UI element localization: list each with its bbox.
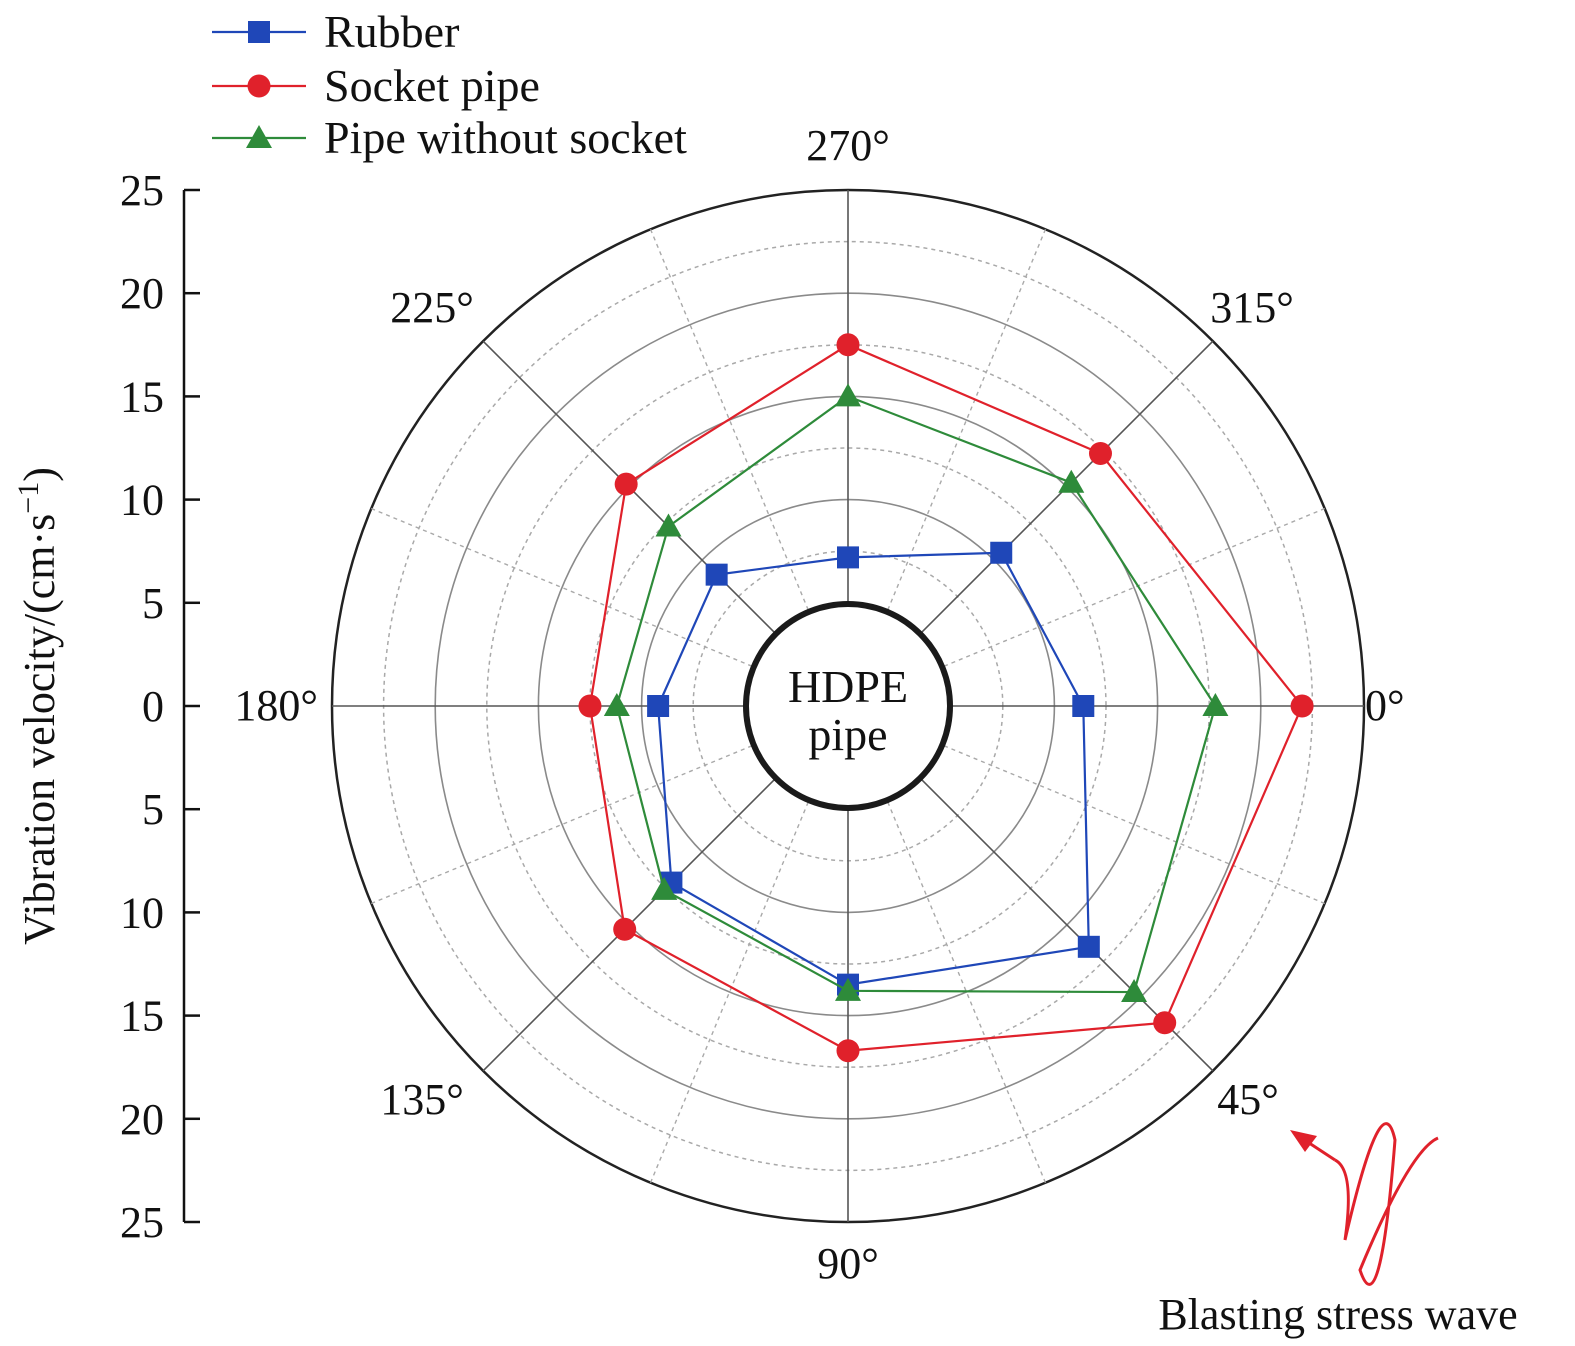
- wave-arrow-head: [1290, 1130, 1317, 1152]
- angle-label-315: 315°: [1210, 283, 1294, 332]
- radial-tick-label-9: 20: [120, 1095, 164, 1144]
- series-2-point-180: [603, 693, 630, 716]
- center-label-line2: pipe: [808, 709, 887, 760]
- radial-tick-label-3: 10: [120, 476, 164, 525]
- legend-label-0: Rubber: [324, 6, 459, 57]
- center-label-line1: HDPE: [788, 661, 908, 712]
- radial-tick-label-2: 15: [120, 372, 164, 421]
- angle-label-270: 270°: [806, 121, 890, 170]
- series-2-point-90: [835, 977, 861, 1001]
- series-0-point-0: [1072, 695, 1095, 717]
- legend-marker-1: [247, 74, 271, 98]
- radial-tick-label-5: 0: [142, 682, 164, 731]
- series-layer: [578, 333, 1314, 1063]
- center-pipe-circle: [743, 601, 953, 811]
- wave-squiggle: [1334, 1122, 1439, 1286]
- angle-label-45: 45°: [1217, 1075, 1279, 1124]
- angle-label-90: 90°: [817, 1239, 879, 1288]
- series-1-point-225: [614, 472, 638, 496]
- spoke-minor-202.5: [371, 507, 849, 707]
- legend-marker-2: [246, 125, 272, 148]
- radial-tick-label-10: 25: [120, 1198, 164, 1247]
- radial-tick-label-1: 20: [120, 269, 164, 318]
- blasting-wave-annotation: Blasting stress wave: [1158, 1122, 1518, 1339]
- series-2-point-0: [1202, 693, 1229, 716]
- series-1-point-180: [578, 694, 602, 718]
- radial-tick-label-7: 10: [120, 888, 164, 937]
- angle-label-0: 0°: [1365, 681, 1405, 730]
- series-1: [578, 333, 1314, 1063]
- wave-label: Blasting stress wave: [1158, 1290, 1517, 1339]
- legend-item-2: Pipe without socket: [212, 112, 687, 163]
- radial-tick-label-4: 5: [142, 579, 164, 628]
- series-2-point-135: [651, 876, 678, 900]
- angle-labels: 0° 45° 90° 135° 180° 225° 270° 315°: [234, 121, 1404, 1288]
- series-0-point-45: [1077, 935, 1100, 958]
- series-2-point-225: [655, 513, 682, 537]
- series-0-point-315: [990, 541, 1013, 564]
- series-0-point-180: [647, 695, 670, 717]
- center-hdpe-pipe: HDPE pipe: [743, 601, 953, 811]
- angle-label-135: 135°: [380, 1075, 464, 1124]
- series-1-point-270: [836, 333, 860, 357]
- radial-axis: 25 20 15 10 5 0 5 10 15 20 25 Vibration velocity/(c…: [12, 166, 200, 1247]
- series-2-point-45: [1121, 979, 1148, 1003]
- spoke-minor-112.5: [649, 705, 849, 1183]
- legend-item-0: Rubber: [212, 6, 459, 57]
- spoke-minor-157.5: [371, 705, 849, 905]
- legend-label-1: Socket pipe: [324, 60, 540, 111]
- series-0-point-270: [837, 546, 859, 569]
- spoke-minor-67.5: [847, 705, 1047, 1183]
- series-1-point-315: [1088, 442, 1112, 466]
- spoke-minor-337.5: [847, 507, 1325, 707]
- legend-marker-0: [248, 21, 270, 43]
- series-1-point-90: [836, 1039, 860, 1063]
- series-1-point-45: [1153, 1011, 1177, 1035]
- series-0-point-225: [705, 563, 728, 586]
- series-2-point-270: [835, 383, 861, 407]
- legend-item-1: Socket pipe: [212, 60, 540, 111]
- radial-tick-label-8: 15: [120, 992, 164, 1041]
- angle-label-180: 180°: [234, 681, 318, 730]
- radial-tick-label-0: 25: [120, 166, 164, 215]
- series-1-point-135: [613, 917, 637, 941]
- spoke-minor-292.5: [847, 229, 1047, 707]
- series-2: [603, 383, 1229, 1003]
- radial-axis-title: Vibration velocity/(cm·s−1): [12, 467, 64, 945]
- series-1-point-0: [1290, 694, 1314, 718]
- angle-label-225: 225°: [390, 283, 474, 332]
- radial-tick-label-6: 5: [142, 785, 164, 834]
- legend-label-2: Pipe without socket: [324, 112, 687, 163]
- series-2-point-315: [1058, 469, 1085, 493]
